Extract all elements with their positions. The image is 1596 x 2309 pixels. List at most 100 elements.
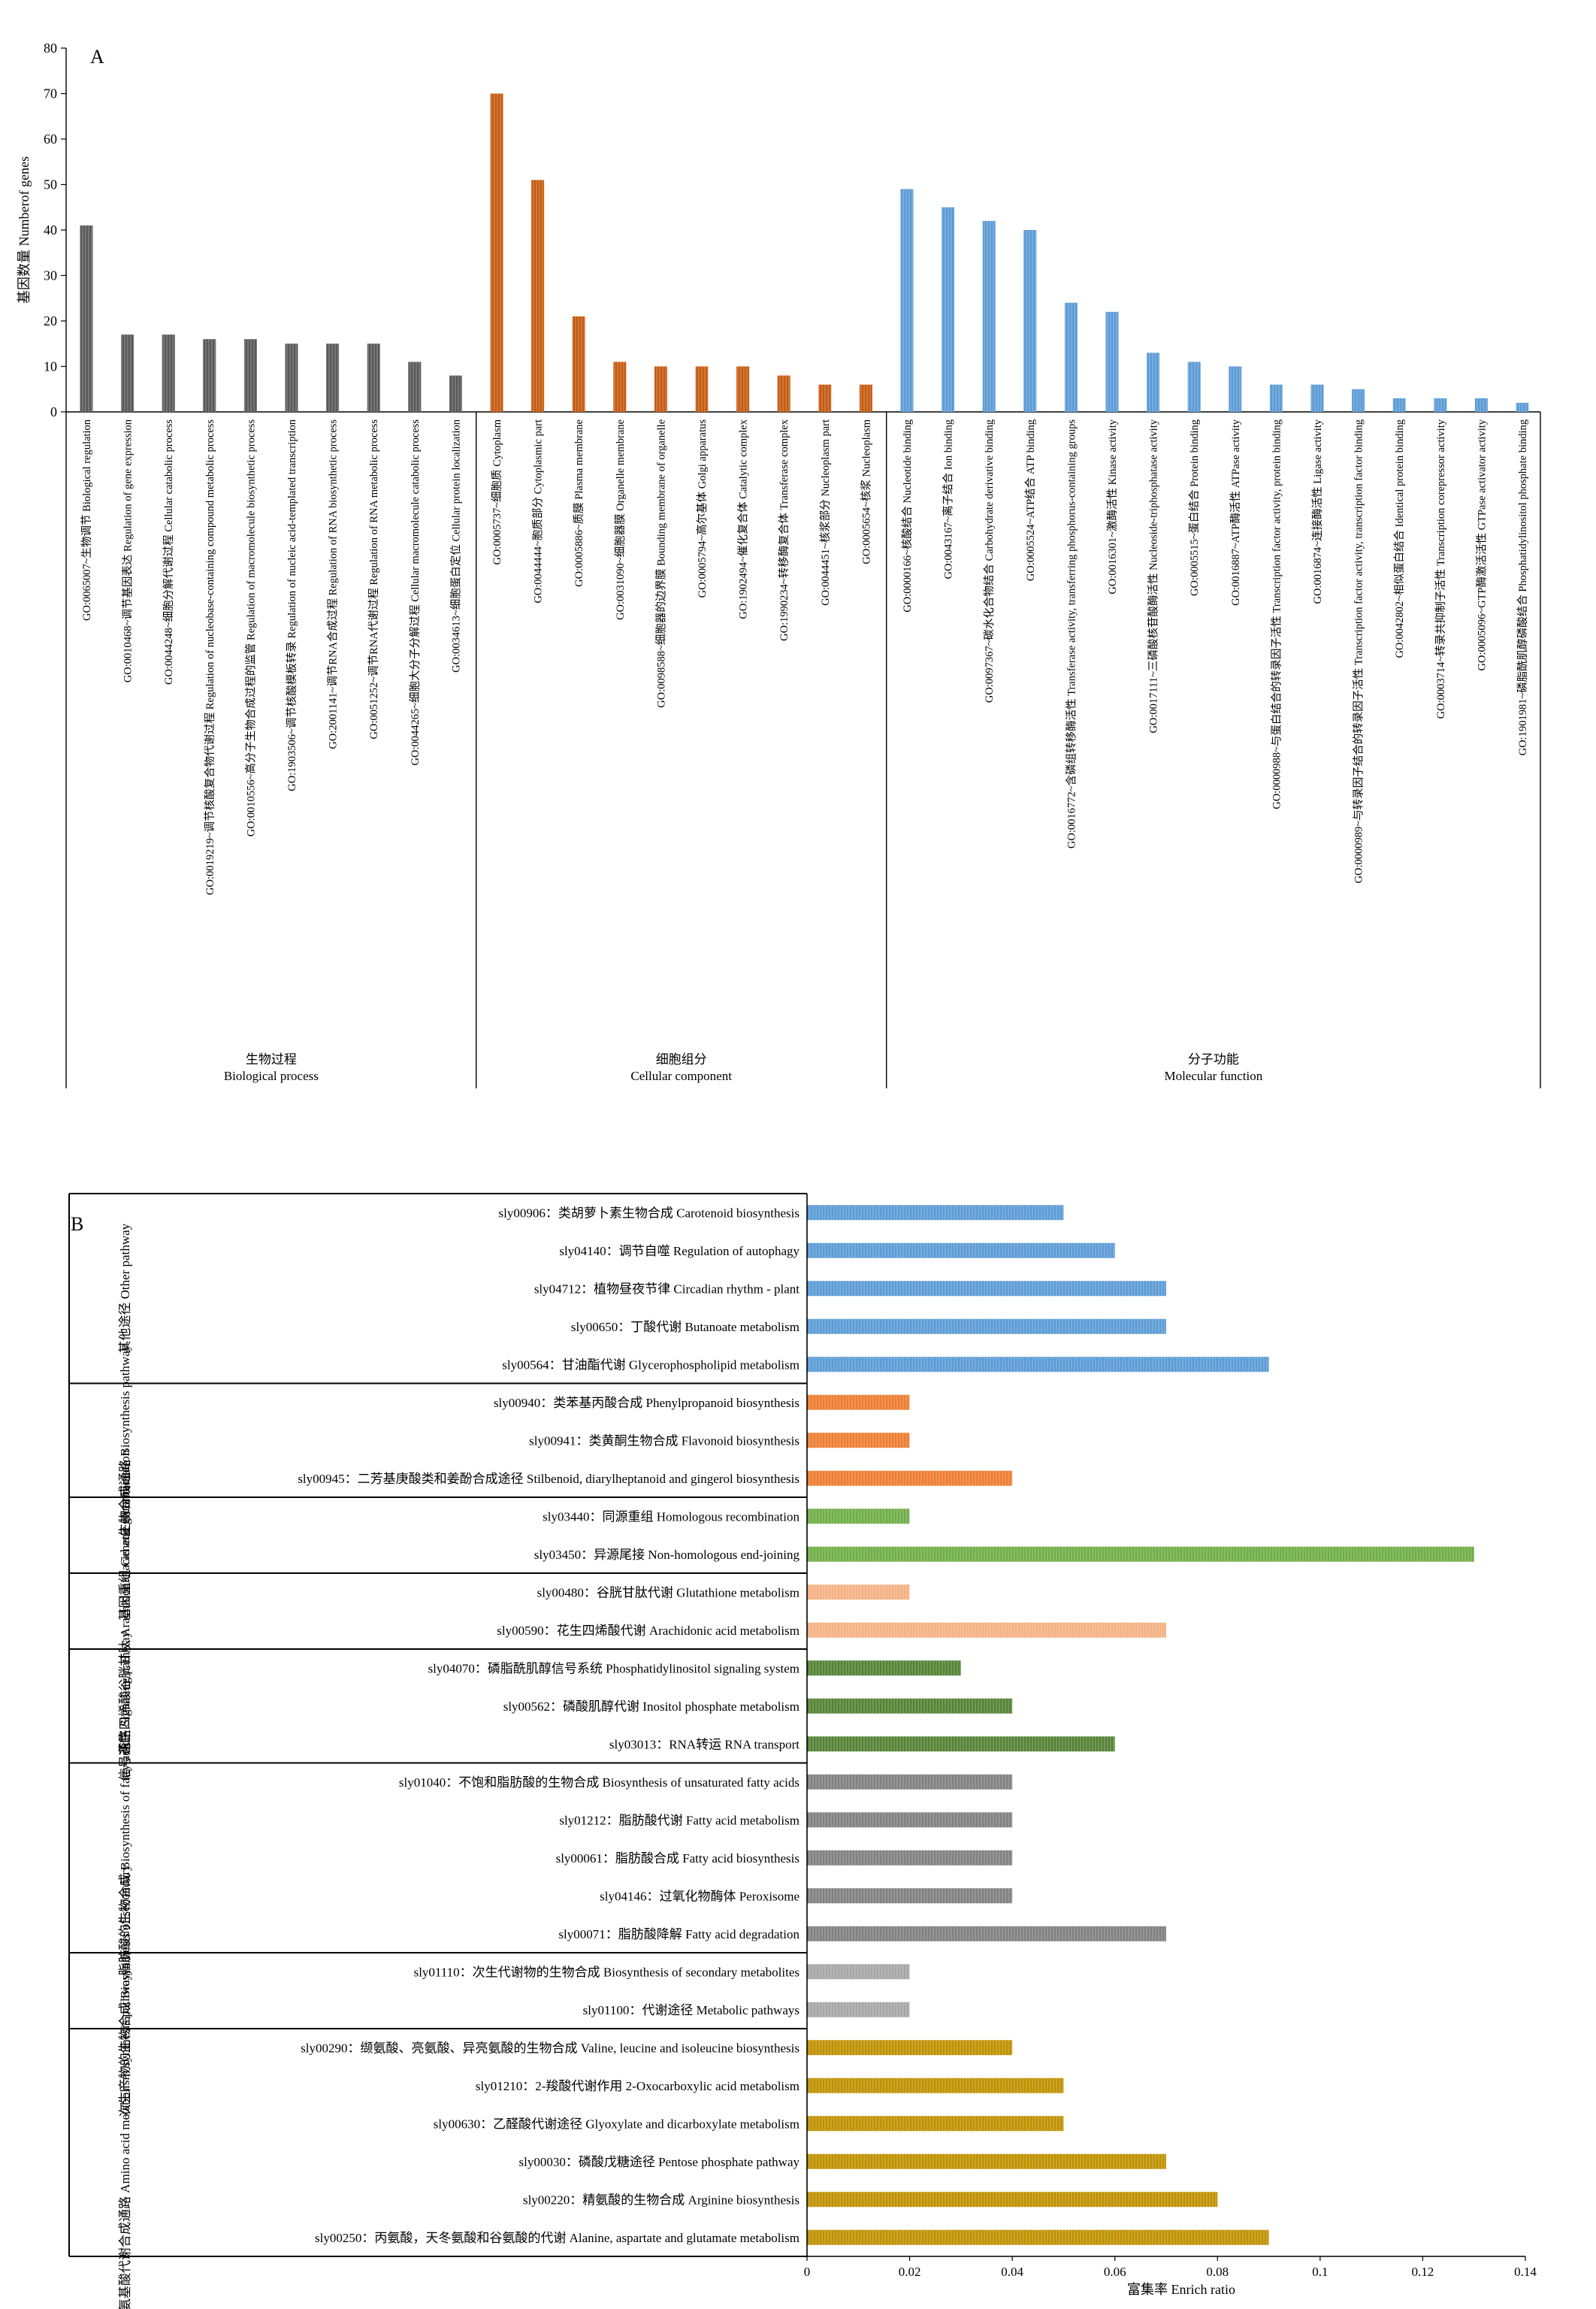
panel-a-group-label-en: Molecular function [1164, 1069, 1262, 1083]
panel-a-bar-texture [818, 384, 832, 412]
panel-a-category-label: GO:0016301~激酶活性 Kinase activity [1106, 419, 1119, 594]
panel-a-category-label: GO:0000988~与蛋白结合的转录因子活性 Transcription fa… [1270, 419, 1283, 810]
panel-a-letter: A [90, 46, 104, 68]
panel-a-bar-texture [1023, 230, 1037, 412]
panel-b-bar-texture [807, 1318, 1166, 1334]
panel-b-row-label: sly00941：类黄酮生物合成 Flavonoid biosynthesis [529, 1433, 800, 1448]
panel-b-bar-texture [807, 1433, 910, 1448]
panel-a-bar-texture [1269, 384, 1283, 412]
panel-a-group-label-cn: 分子功能 [1188, 1052, 1239, 1067]
panel-a-bar-texture [1352, 389, 1365, 412]
panel-b-bar-texture [807, 1394, 910, 1410]
panel-a-y-tick-label: 40 [44, 222, 57, 238]
panel-a-category-label: GO:2001141~调节RNA合成过程 Regulation of RNA b… [327, 419, 340, 749]
panel-a-category-label: GO:0005524~ATP结合 ATP binding [1024, 419, 1037, 581]
panel-a-bar-texture [121, 334, 135, 412]
panel-b-bar-texture [807, 1888, 1013, 1904]
panel-a-category-label: GO:0017111~三磷酸核苷酸酶活性 Nucleoside-triphosp… [1147, 419, 1160, 733]
panel-a-category-label: GO:0016874~连接酶活性 Ligase activity [1311, 419, 1324, 604]
panel-a-category-label: GO:0044451~核浆部分 Nucleoplasm part [818, 419, 832, 606]
panel-a-y-tick-label: 30 [44, 268, 57, 283]
panel-b-bar-texture [807, 1698, 1013, 1714]
panel-b-row-label: sly01100：代谢途径 Metabolic pathways [583, 2003, 800, 2017]
panel-a-bar-texture [1064, 302, 1078, 412]
panel-a-bar-texture [1310, 384, 1324, 412]
panel-b-row-label: sly00940：类苯基丙酸合成 Phenylpropanoid biosynt… [494, 1396, 800, 1410]
panel-a-y-tick-label: 0 [50, 404, 57, 419]
panel-a-category-label: GO:0019219~调节核酸复合物代谢过程 Regulation of nuc… [203, 419, 216, 895]
panel-a-y-tick-label: 60 [44, 132, 57, 147]
panel-a-category-label: GO:0065007~生物调节 Biological regulation [80, 419, 93, 621]
panel-b-group-label: 生物合成通路 Biosynthesis pathway [118, 1344, 132, 1536]
panel-a-bar-texture [203, 339, 216, 412]
panel-a-bar-texture [1105, 311, 1119, 412]
panel-b-row-label: sly04140：调节自噬 Regulation of autophagy [559, 1244, 800, 1258]
panel-b-bar-texture [807, 1470, 1013, 1486]
panel-a-category-label: GO:0010468~调节基因表达 Regulation of gene exp… [122, 419, 135, 682]
panel-a-bar-texture [531, 180, 545, 412]
panel-b-letter: B [71, 1213, 83, 1235]
panel-b-group-label: 信号通路 Signaling pathway [118, 1631, 132, 1781]
panel-a-bar-texture [900, 189, 914, 413]
panel-b-group-label: 其他途径 Other pathway [118, 1223, 132, 1353]
panel-a-category-label: GO:0005096~GTP酶激活活性 GTPase activator act… [1475, 419, 1488, 670]
panel-b-x-tick-label: 0.12 [1412, 2265, 1434, 2279]
panel-a-y-tick-label: 20 [44, 313, 57, 328]
panel-b-row-label: sly01210：2-羧酸代谢作用 2-Oxocarboxylic acid m… [476, 2079, 800, 2093]
panel-a-bar-texture [1187, 362, 1201, 412]
panel-b-bar-texture [807, 1926, 1166, 1941]
panel-b-row-label: sly00030：磷酸戊糖途径 Pentose phosphate pathwa… [519, 2155, 800, 2169]
panel-b-x-tick-label: 0.02 [899, 2265, 921, 2279]
panel-a-y-tick-label: 80 [44, 41, 57, 56]
panel-b-row-label: sly00630：乙醛酸代谢途径 Glyoxylate and dicarbox… [434, 2117, 800, 2131]
panel-a-category-label: GO:1901981~磷脂酰肌醇磷酸结合 Phosphatidylinosito… [1516, 419, 1529, 755]
panel-b-bar-texture [807, 1205, 1064, 1221]
panel-a-bar-texture [1474, 398, 1488, 412]
panel-b-x-tick-label: 0.14 [1514, 2265, 1537, 2279]
panel-b-row-label: sly00290：缬氨酸、亮氨酸、异亮氨酸的生物合成 Valine, leuci… [301, 2041, 800, 2055]
panel-a-category-label: GO:1990234~转移酶复合体 Transferase complex [777, 419, 790, 641]
panel-b-bar-texture [807, 1546, 1474, 1562]
panel-b-bar-texture [807, 1964, 910, 1980]
panel-a-category-label: GO:0005886~质膜 Plasma membrane [573, 419, 585, 587]
panel-a-bar-texture [942, 207, 955, 412]
panel-a-category-label: GO:1903506~调节核酸模板转录 Regulation of nuclei… [285, 419, 298, 791]
panel-a-category-label: GO:0044248~细胞分解代谢过程 Cellular catabolic p… [162, 419, 175, 685]
panel-b-bar-texture [807, 2040, 1013, 2056]
panel-b-row-label: sly00480：谷胱甘肽代谢 Glutathione metabolism [537, 1585, 800, 1599]
panel-b-row-label: sly04712：植物昼夜节律 Circadian rhythm - plant [534, 1282, 800, 1296]
panel-a-bar-texture [654, 366, 667, 412]
panel-b-x-axis-label: 富集率 Enrich ratio [1127, 2282, 1235, 2297]
panel-a-bar-texture [367, 343, 380, 412]
panel-b-bar-texture [807, 1357, 1269, 1372]
panel-a-category-label: GO:0098588~细胞器的边界膜 Bounding membrane of … [654, 419, 667, 708]
panel-b-bar-texture [807, 2116, 1064, 2132]
panel-b-row-label: sly01110：次生代谢物的生物合成 Biosynthesis of seco… [414, 1965, 800, 1979]
panel-a-y-axis-label: 基因数量 Numberof genes [17, 156, 32, 304]
panel-b-row-label: sly00945：二芳基庚酸类和姜酚合成途径 Stilbenoid, diary… [298, 1472, 800, 1486]
panel-a-category-label: GO:0005515~蛋白结合 Protein binding [1188, 419, 1201, 596]
panel-a-group-label-en: Cellular component [630, 1069, 732, 1083]
panel-b-group-label: 次生产物的生物合成 Biosynthesis of secondary [118, 1864, 132, 2117]
panel-a-category-label: GO:0051252~调节RNA代谢过程 Regulation of RNA m… [367, 419, 380, 740]
panel-b-bar-texture [807, 1774, 1013, 1790]
panel-a-bar-texture [982, 220, 996, 412]
panel-a-bar-texture [1434, 398, 1447, 412]
panel-b-bar-texture [807, 2229, 1269, 2245]
panel-a-bar-texture [490, 93, 503, 412]
panel-a-group-label-cn: 细胞组分 [656, 1052, 707, 1067]
panel-b-row-label: sly04146：过氧化物酶体 Peroxisome [600, 1889, 800, 1903]
panel-a-category-label: GO:1902494~催化复合体 Catalytic complex [736, 419, 750, 619]
panel-a-bar-texture [736, 366, 750, 412]
panel-a-bar-texture [695, 366, 709, 412]
panel-a-bar-texture [326, 343, 340, 412]
panel-a-category-label: GO:0016887~ATP酶活性 ATPase activity [1229, 419, 1242, 606]
panel-b-bar-texture [807, 2192, 1218, 2208]
panel-b-row-label: sly00562：磷酸肌醇代谢 Inositol phosphate metab… [503, 1699, 800, 1714]
panel-b-bar-texture [807, 1281, 1166, 1297]
panel-b-row-label: sly03440：同源重组 Homologous recombination [543, 1509, 800, 1524]
panel-a-bar-texture [162, 334, 175, 412]
panel-a-category-label: GO:0097367~碳水化合物结合 Carbohydrate derivati… [983, 419, 996, 703]
